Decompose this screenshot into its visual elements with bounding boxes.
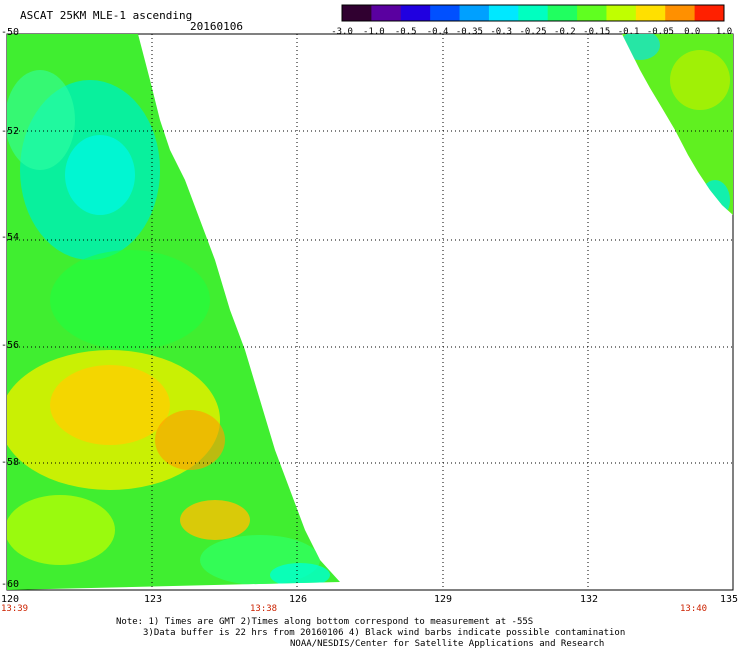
grid-lines bbox=[7, 34, 733, 590]
colorbar-border bbox=[341, 4, 725, 22]
colorbar-tick-label: -1.0 bbox=[363, 27, 385, 37]
colorbar-tick-label: 0.0 bbox=[684, 27, 701, 37]
map-date: 20160106 bbox=[190, 20, 243, 33]
note-line-1: Note: 1) Times are GMT 2)Times along bot… bbox=[116, 617, 534, 627]
colorbar-tick-label: -3.0 bbox=[331, 27, 353, 37]
colorbar-tick-label: -0.15 bbox=[583, 27, 611, 37]
lat-label: -58 bbox=[1, 457, 20, 468]
note-line-2: 3)Data buffer is 22 hrs from 20160106 4)… bbox=[143, 628, 626, 638]
note-line-3: NOAA/NESDIS/Center for Satellite Applica… bbox=[290, 639, 605, 649]
time-label: 13:40 bbox=[680, 604, 708, 614]
colorbar-tick-label: 1.0 bbox=[715, 27, 733, 37]
lon-label: 120 bbox=[1, 594, 20, 605]
lon-label: 123 bbox=[144, 594, 163, 605]
time-label: 13:38 bbox=[250, 604, 278, 614]
colorbar-tick-label: -0.25 bbox=[519, 27, 547, 37]
colorbar-segment bbox=[577, 5, 607, 21]
colorbar-segment bbox=[400, 5, 431, 21]
time-label: 13:39 bbox=[1, 604, 29, 614]
colorbar-segment bbox=[518, 5, 549, 21]
lat-label: -56 bbox=[1, 340, 20, 351]
colorbar-segment bbox=[547, 5, 578, 21]
lon-label: 132 bbox=[580, 594, 599, 605]
map-title: ASCAT 25KM MLE-1 ascending bbox=[20, 9, 193, 22]
colorbar bbox=[341, 4, 725, 22]
lon-label: 135 bbox=[720, 594, 739, 605]
lat-label: -54 bbox=[1, 232, 20, 243]
colorbar-segment bbox=[430, 5, 461, 21]
colorbar-segment bbox=[342, 5, 372, 21]
colorbar-segment bbox=[606, 5, 637, 21]
colorbar-tick-label: -0.5 bbox=[394, 27, 417, 37]
colorbar-tick-label: -0.35 bbox=[455, 27, 483, 37]
colorbar-segment bbox=[665, 5, 696, 21]
colorbar-segment bbox=[694, 5, 725, 21]
colorbar-segment bbox=[635, 5, 666, 21]
lat-label: -52 bbox=[1, 126, 20, 137]
colorbar-tick-label: -0.2 bbox=[554, 27, 576, 37]
lat-label: -50 bbox=[1, 27, 20, 38]
lat-label: -60 bbox=[1, 579, 20, 590]
colorbar-tick-label: -0.1 bbox=[617, 27, 640, 37]
lon-label: 129 bbox=[434, 594, 453, 605]
colorbar-segment bbox=[488, 5, 519, 21]
colorbar-tick-label: -0.4 bbox=[426, 27, 449, 37]
colorbar-segment bbox=[371, 5, 402, 21]
lon-label: 126 bbox=[289, 594, 308, 605]
colorbar-tick-label: -0.3 bbox=[490, 27, 513, 37]
colorbar-segment bbox=[459, 5, 490, 21]
colorbar-tick-label: -0.05 bbox=[646, 27, 674, 37]
